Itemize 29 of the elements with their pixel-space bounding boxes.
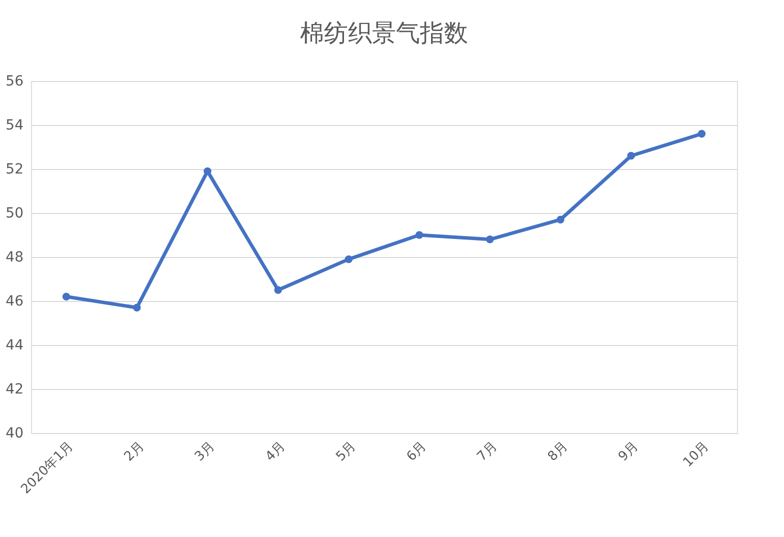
- y-tick-label: 44: [6, 338, 24, 354]
- y-tick-label: 52: [6, 162, 24, 178]
- y-tick-label: 56: [6, 74, 24, 90]
- y-tick-label: 42: [6, 382, 24, 398]
- point: [486, 236, 494, 244]
- y-tick-label: 54: [6, 118, 24, 134]
- point: [62, 292, 70, 300]
- x-tick-label: 2月: [122, 438, 148, 464]
- point: [415, 231, 424, 239]
- y-tick-label: 48: [6, 250, 24, 266]
- y-tick-label: 50: [6, 206, 24, 222]
- x-tick-label: 9月: [616, 438, 642, 464]
- point: [204, 167, 212, 176]
- x-tick-label: 7月: [474, 438, 500, 464]
- point: [698, 130, 706, 138]
- x-tick-label: 10月: [680, 438, 712, 470]
- point: [627, 152, 635, 160]
- y-tick-label: 46: [6, 294, 24, 310]
- x-tick-label: 3月: [192, 438, 218, 464]
- x-tick-label: 4月: [262, 438, 288, 464]
- x-tick-label: 5月: [333, 438, 360, 464]
- chart-title: 棉纺织景气指数: [300, 19, 468, 47]
- point: [274, 286, 282, 294]
- point: [133, 304, 141, 312]
- point: [556, 216, 564, 224]
- y-tick-label: 40: [6, 426, 24, 442]
- point: [344, 255, 353, 264]
- x-tick-label: 8月: [545, 438, 571, 464]
- x-tick-label: 6月: [404, 438, 430, 464]
